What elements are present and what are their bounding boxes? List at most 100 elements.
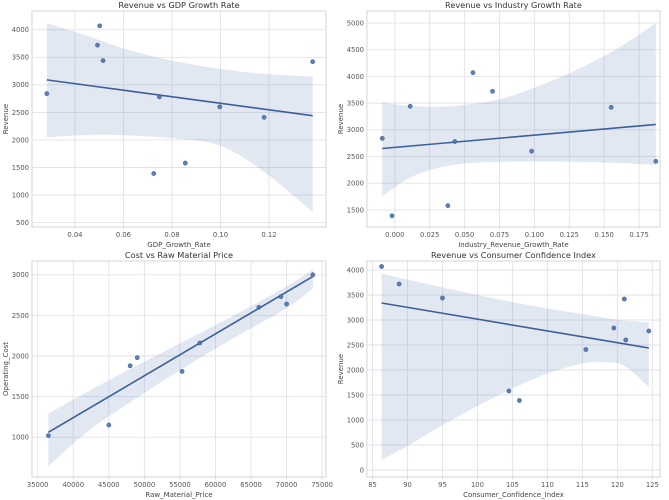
y-tick-label: 2000 <box>347 366 364 374</box>
confidence-band <box>48 269 313 467</box>
data-point <box>310 59 316 65</box>
regression-line <box>47 275 314 434</box>
data-points <box>44 23 316 176</box>
x-tick-label: 125 <box>646 481 659 489</box>
data-point <box>284 301 289 307</box>
data-point <box>407 103 413 109</box>
subplot-revenue-vs-gdp-growth-rate: Revenue vs GDP Growth Rate 0.04 0.06 0.08 0.… <box>0 0 335 250</box>
y-tick-label: 5000 <box>347 19 364 27</box>
x-tick-label: 0.025 <box>420 231 439 239</box>
chart-title: Revenue vs Consumer Confidence Index <box>431 250 596 260</box>
x-tick-label: 0.08 <box>164 231 179 239</box>
data-point <box>529 148 535 154</box>
data-point <box>379 264 384 269</box>
data-point <box>217 104 223 110</box>
data-point <box>179 369 185 374</box>
data-point <box>470 70 476 76</box>
panel-background <box>0 0 335 250</box>
data-point <box>517 398 522 403</box>
data-point <box>278 294 284 300</box>
data-points <box>379 264 652 403</box>
x-tick-label: 120 <box>611 481 624 489</box>
axes-spines <box>366 10 661 228</box>
data-point <box>396 281 402 287</box>
y-tick-label: 2000 <box>12 352 29 360</box>
x-tick-label: 0.100 <box>525 231 544 239</box>
data-point <box>134 355 140 361</box>
y-tick-label: 3000 <box>12 81 29 89</box>
scatter-chart: Revenue vs Industry Growth Rate 0.000 0.02… <box>335 0 669 250</box>
y-axis-label: Operating_Cost <box>2 342 10 396</box>
regression-line <box>382 123 656 150</box>
y-tick-label: 1500 <box>12 393 29 401</box>
y-tick-label: 1000 <box>347 416 364 424</box>
x-tick-label: 55000 <box>169 481 191 489</box>
x-tick-label: 110 <box>541 481 554 489</box>
y-tick-label: 4000 <box>347 266 364 274</box>
data-point <box>379 135 385 141</box>
x-tick-label: 0.175 <box>629 231 648 239</box>
y-tick-label: 1000 <box>12 191 29 199</box>
y-tick-label: 1000 <box>12 434 29 442</box>
grid-lines <box>366 261 661 477</box>
data-point <box>106 422 112 428</box>
y-tick-label: 1500 <box>347 206 364 214</box>
x-tick-label: 95 <box>438 481 447 489</box>
y-tick-label: 0 <box>360 466 364 474</box>
x-tick-label: 85 <box>368 481 377 489</box>
y-tick-label: 2000 <box>347 180 364 188</box>
x-tick-label: 105 <box>506 481 519 489</box>
data-point <box>97 23 103 29</box>
data-point <box>583 347 589 352</box>
y-tick-label: 1500 <box>12 164 29 172</box>
x-tick-label: 35000 <box>27 481 49 489</box>
data-point <box>151 171 157 176</box>
regression-line <box>46 79 313 117</box>
y-tick-label: 2500 <box>12 109 29 117</box>
y-tick-label: 4000 <box>12 26 29 34</box>
y-tick-label: 3500 <box>12 54 29 62</box>
x-tick-label: 65000 <box>240 481 262 489</box>
x-tick-label: 0.06 <box>116 231 131 239</box>
axes-spines <box>31 260 327 478</box>
subplot-cost-vs-raw-material-price: Cost vs Raw Material Price 35000 40000 4500… <box>0 250 335 500</box>
data-point <box>389 213 395 219</box>
x-tick-label: 50000 <box>134 481 156 489</box>
data-point <box>653 158 659 164</box>
data-point <box>445 203 451 209</box>
y-tick-label: 500 <box>351 441 364 449</box>
confidence-band <box>381 273 649 460</box>
panel-background <box>0 250 335 500</box>
data-point <box>197 340 203 346</box>
data-point <box>156 94 162 100</box>
data-point <box>127 363 133 369</box>
y-tick-label: 4500 <box>347 46 364 54</box>
y-tick-label: 1500 <box>347 391 364 399</box>
scatter-chart: Revenue vs GDP Growth Rate 0.04 0.06 0.08 0.… <box>0 0 335 250</box>
data-point <box>45 433 51 438</box>
data-point <box>452 139 458 144</box>
confidence-band <box>46 23 313 213</box>
data-point <box>182 160 188 166</box>
y-tick-label: 3500 <box>347 291 364 299</box>
x-axis-label: Industry_Revenue_Growth_Rate <box>458 241 569 249</box>
x-tick-label: 45000 <box>98 481 120 489</box>
subplot-revenue-vs-industry-growth-rate: Revenue vs Industry Growth Rate 0.000 0.02… <box>335 0 669 250</box>
x-axis-label: GDP_Growth_Rate <box>147 241 210 249</box>
x-tick-label: 0.000 <box>385 231 404 239</box>
data-point <box>44 91 50 97</box>
chart-title: Revenue vs GDP Growth Rate <box>118 0 239 10</box>
confidence-band <box>382 23 656 197</box>
data-point <box>611 325 617 331</box>
x-axis-label: Raw_Material_Price <box>145 491 212 499</box>
data-point <box>261 114 267 120</box>
y-tick-label: 3000 <box>12 271 29 279</box>
y-axis-label: Revenue <box>2 104 10 135</box>
scatter-chart: Revenue vs Consumer Confidence Index 85 90… <box>335 250 669 500</box>
data-point <box>490 88 495 94</box>
data-points <box>45 272 316 438</box>
chart-title: Cost vs Raw Material Price <box>125 250 233 260</box>
chart-title: Revenue vs Industry Growth Rate <box>445 0 582 10</box>
data-points <box>379 70 659 219</box>
